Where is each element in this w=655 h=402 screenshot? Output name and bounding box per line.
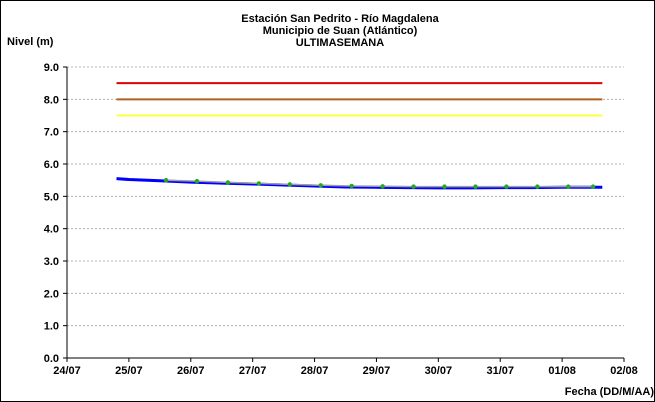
y-tick-label-3: 3.0 — [44, 256, 59, 268]
x-tick-label-7: 31/07 — [486, 365, 514, 377]
x-tick-labels: 24/07 25/07 26/07 27/07 28/07 29/07 30/07 31/07… — [53, 365, 638, 377]
x-tick-label-9: 02/08 — [610, 365, 638, 377]
x-axis-label: Fecha (DD/M/AA) — [565, 386, 654, 398]
x-tick-label-5: 29/07 — [363, 365, 391, 377]
modeled-point-10 — [473, 184, 478, 189]
y-tick-labels: 0.0 1.0 2.0 3.0 4.0 5.0 6.0 7.0 8.0 9.0 — [44, 62, 59, 365]
y-tick-label-0: 0.0 — [44, 353, 59, 365]
modeled-point-5 — [318, 183, 323, 188]
chart-title-line-2: Municipio de Suan (Atlántico) — [263, 25, 418, 37]
y-tick-label-9: 9.0 — [44, 62, 59, 74]
modeled-point-7 — [380, 184, 385, 189]
modeled-point-4 — [287, 182, 292, 187]
modeled-point-3 — [256, 181, 262, 186]
x-tick-label-1: 25/07 — [115, 365, 143, 377]
data-series — [116, 177, 603, 190]
chart-title-line-3: ULTIMASEMANA — [296, 37, 384, 49]
modeled-point-0 — [163, 177, 169, 183]
y-tick-label-5: 5.0 — [44, 191, 59, 203]
chart-title-line-1: Estación San Pedrito - Río Magdalena — [241, 13, 439, 25]
modeled-point-8 — [411, 184, 416, 189]
y-tick-label-6: 6.0 — [44, 159, 59, 171]
x-tick-label-8: 01/08 — [548, 365, 576, 377]
y-tick-label-1: 1.0 — [44, 321, 59, 333]
y-axis-label: Nivel (m) — [7, 36, 54, 48]
x-tick-label-3: 27/07 — [239, 365, 267, 377]
modeled-point-9 — [442, 184, 447, 189]
x-tick-label-4: 28/07 — [301, 365, 329, 377]
modeled-point-13 — [566, 184, 571, 189]
modeled-point-14 — [590, 184, 596, 189]
x-tick-label-2: 26/07 — [177, 365, 205, 377]
y-tick-label-4: 4.0 — [44, 224, 59, 236]
x-tick-label-0: 24/07 — [53, 365, 81, 377]
modeled-point-6 — [349, 183, 354, 189]
gridlines — [67, 66, 624, 359]
modeled-point-12 — [535, 184, 540, 189]
axes — [63, 66, 625, 362]
x-tick-label-6: 30/07 — [425, 365, 453, 377]
y-tick-label-7: 7.0 — [44, 127, 59, 139]
modeled-point-11 — [504, 184, 509, 189]
threshold-lines — [116, 82, 603, 117]
chart-title-block: Estación San Pedrito - Río Magdalena Mun… — [241, 13, 439, 49]
y-tick-label-8: 8.0 — [44, 94, 59, 106]
modeled-point-2 — [225, 180, 231, 185]
modeled-point-1 — [194, 178, 200, 184]
y-tick-label-2: 2.0 — [44, 288, 59, 300]
